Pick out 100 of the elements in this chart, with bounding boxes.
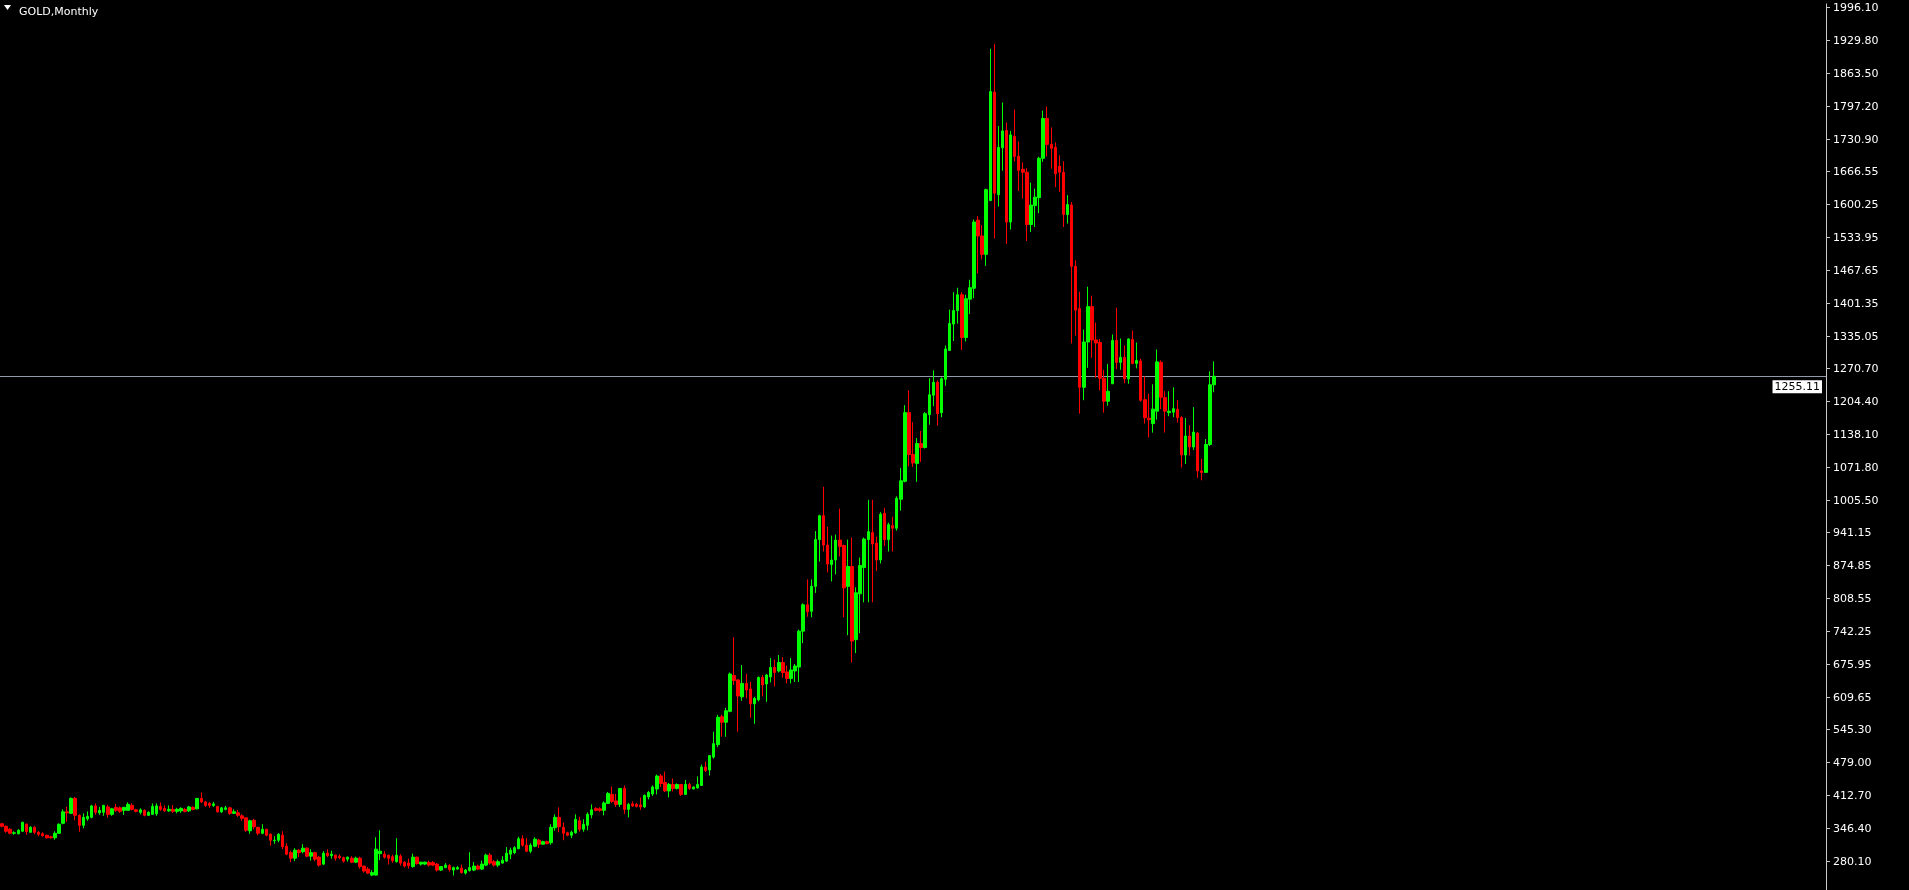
candlestick <box>387 854 390 866</box>
candlestick <box>663 771 667 793</box>
candlestick <box>517 836 520 850</box>
candlestick <box>887 522 890 553</box>
candlestick <box>623 784 626 815</box>
y-tick-label: 808.55 <box>1833 592 1872 606</box>
candlestick <box>484 853 488 867</box>
candlestick <box>1167 390 1171 417</box>
y-tick-label: 1138.10 <box>1833 428 1879 442</box>
y-tick-label: 1335.05 <box>1833 329 1879 343</box>
candlestick <box>25 822 28 836</box>
y-tick-label: 1730.90 <box>1833 132 1879 146</box>
candlestick <box>61 808 65 825</box>
y-tick-label: 1996.10 <box>1833 0 1879 14</box>
candlestick <box>452 866 455 877</box>
candlestick <box>236 809 240 818</box>
candlestick <box>509 847 512 860</box>
candlestick <box>639 796 642 811</box>
candlestick <box>1111 334 1114 385</box>
candlestick <box>399 853 402 867</box>
candlestick <box>309 848 313 862</box>
candlestick <box>69 796 73 815</box>
candlestick <box>777 654 781 673</box>
candlestick <box>106 804 110 819</box>
candlestick <box>118 805 122 814</box>
candlestick <box>578 816 581 833</box>
candlestick <box>557 806 561 833</box>
candlestick <box>439 865 443 872</box>
candlestick <box>326 848 329 858</box>
candlestick <box>277 832 280 843</box>
y-tick-label: 412.70 <box>1833 789 1872 803</box>
candlestick <box>98 806 101 816</box>
candlestick <box>883 507 886 547</box>
candlestick <box>448 863 451 873</box>
candlestick <box>1127 337 1130 385</box>
candlestick <box>525 837 528 853</box>
candlestick <box>993 43 996 239</box>
candlestick <box>49 835 53 840</box>
chart-title: GOLD,Monthly <box>19 5 99 18</box>
candlestick <box>212 801 215 808</box>
y-tick-label: 1270.70 <box>1833 362 1879 375</box>
candlestick <box>33 825 36 835</box>
candlestick <box>1070 201 1073 344</box>
candlestick <box>256 826 260 836</box>
candlestick <box>1196 431 1199 479</box>
candlestick <box>45 834 49 840</box>
candlestick <box>232 808 236 815</box>
candlestick <box>960 291 964 351</box>
candlestick <box>195 797 199 810</box>
candlestick <box>269 832 272 847</box>
candlestick <box>496 859 500 868</box>
candlestick <box>322 850 325 866</box>
candlestick <box>423 861 427 866</box>
candlestick <box>773 659 776 687</box>
candlestick <box>521 834 524 848</box>
candlestick <box>1135 341 1138 369</box>
candlestick <box>334 854 337 862</box>
candlestick <box>354 856 358 864</box>
candlestick <box>114 803 118 813</box>
candlestick <box>659 773 663 788</box>
y-tick-label: 1666.55 <box>1833 164 1879 178</box>
y-tick-label: 675.95 <box>1833 658 1872 672</box>
candlestick <box>1123 344 1126 384</box>
candlestick <box>94 802 97 816</box>
candlestick <box>1119 337 1122 371</box>
candlestick <box>488 852 492 866</box>
candlestick <box>317 855 321 868</box>
candlestick <box>143 808 146 817</box>
candlestick <box>976 215 980 274</box>
candlestick <box>187 805 191 813</box>
candlestick <box>806 578 809 618</box>
candlestick <box>574 813 577 835</box>
candlestick <box>675 782 679 790</box>
candlestick <box>12 830 16 836</box>
candlestick <box>4 824 8 834</box>
candlestick <box>1005 121 1008 245</box>
candlestick <box>907 389 911 467</box>
candlestick <box>562 821 565 841</box>
candlestick <box>919 430 923 463</box>
candlestick <box>411 853 415 869</box>
candlestick <box>598 806 602 813</box>
candlestick <box>130 802 134 811</box>
candlestick <box>684 779 687 796</box>
candlestick <box>545 840 549 845</box>
y-tick-label: 1797.20 <box>1833 99 1879 113</box>
candlestick <box>301 843 305 854</box>
y-tick-label: 1467.65 <box>1833 263 1879 277</box>
candlestick <box>208 801 211 809</box>
candlestick <box>342 856 345 864</box>
candlestick <box>1131 330 1134 365</box>
candlestick <box>21 821 24 833</box>
y-tick-label: 874.85 <box>1833 559 1872 573</box>
candlestick <box>1066 194 1069 225</box>
candlestick <box>915 437 919 483</box>
candlestick <box>1188 424 1191 456</box>
candlestick <box>610 785 614 804</box>
candlestick <box>846 539 850 636</box>
y-tick-label: 479.00 <box>1833 756 1872 770</box>
candlestick <box>179 806 183 814</box>
candlestick <box>183 807 187 813</box>
